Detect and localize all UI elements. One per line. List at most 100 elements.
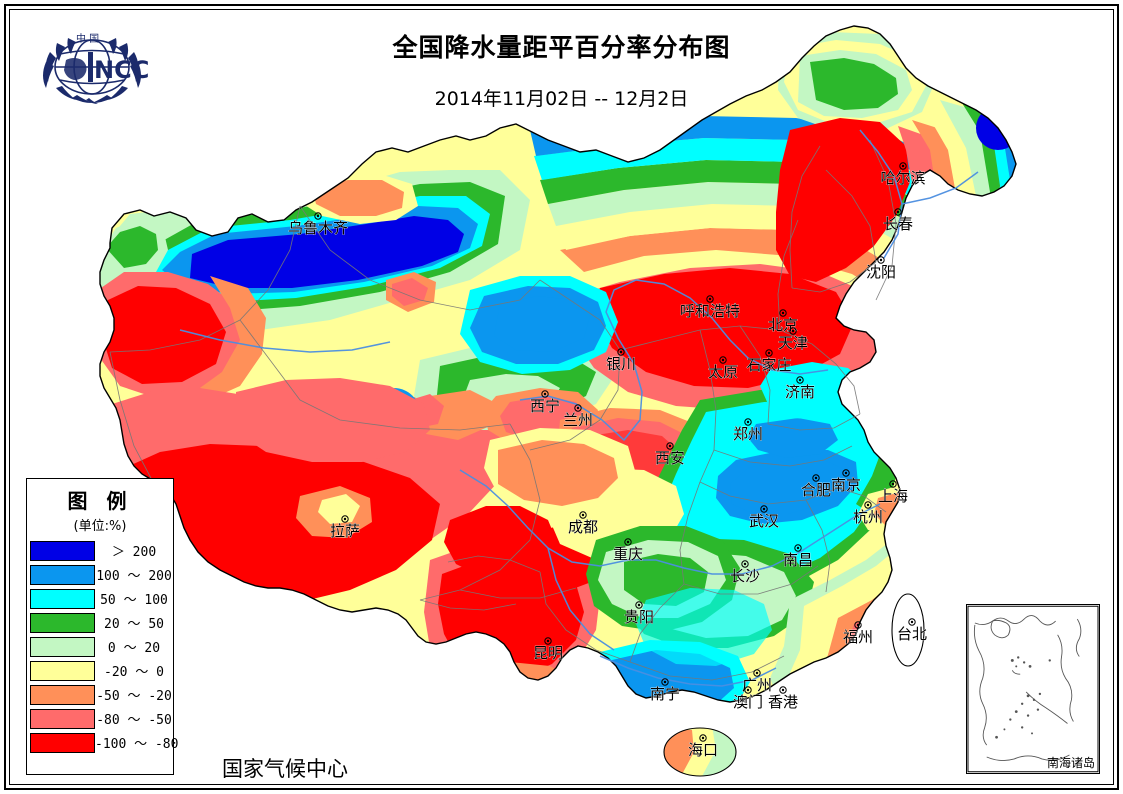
city-dot-center-icon <box>581 513 585 517</box>
city-dot-icon <box>894 208 902 216</box>
rivers <box>179 129 979 687</box>
city-marker: 海口 <box>688 734 718 759</box>
city-marker: 长沙 <box>730 560 760 585</box>
legend-row: ＞ 200 <box>27 539 173 562</box>
globe-axis <box>88 52 93 82</box>
city-marker: 成都 <box>568 511 598 536</box>
city-label: 呼和浩特 <box>680 302 740 320</box>
city-dot-center-icon <box>619 350 623 354</box>
legend-title: 图 例 <box>67 489 133 513</box>
city-label: 海口 <box>688 741 718 759</box>
city-marker: 广州 <box>742 669 772 694</box>
city-label: 重庆 <box>613 545 643 563</box>
city-dot-icon <box>899 162 907 170</box>
legend-label: 0 ～ 20 <box>107 641 161 656</box>
legend-swatch <box>30 732 95 753</box>
city-marker: 昆明 <box>533 637 563 662</box>
city-label: 哈尔滨 <box>880 169 925 187</box>
city-dot-center-icon <box>576 406 580 410</box>
city-dot-icon <box>341 515 349 523</box>
city-marker: 贵阳 <box>624 601 654 626</box>
legend-label: 100 ～ 200 <box>96 569 172 584</box>
city-dot-icon <box>744 418 752 426</box>
city-dot-center-icon <box>781 311 785 315</box>
legend-row: 20 ～ 50 <box>27 611 173 634</box>
globe-landmass <box>64 58 87 80</box>
page-subtitle: 2014年11月02日 -- 12月2日 <box>434 88 689 110</box>
city-dot-icon <box>753 669 761 677</box>
legend-rows: ＞ 200 100 ～ 200 50 ～ 100 20 ～ 50 0 ～ 20 -20 ～… <box>27 539 178 754</box>
hainan-island <box>663 727 737 777</box>
city-dot-icon <box>864 501 872 509</box>
city-label: 台北 <box>897 625 927 643</box>
city-dot-center-icon <box>866 503 870 507</box>
city-label: 广州 <box>742 676 772 694</box>
city-marker: 哈尔滨 <box>880 162 926 187</box>
city-marker: 重庆 <box>613 538 643 563</box>
city-dot-center-icon <box>755 671 759 675</box>
page-title: 全国降水量距平百分率分布图 <box>392 33 731 62</box>
legend-label: -50 ～ -20 <box>96 689 172 704</box>
legend-swatch <box>30 588 95 609</box>
city-marker: 银川 <box>606 348 636 373</box>
china-national-border <box>99 25 1017 703</box>
city-dot-center-icon <box>746 688 750 692</box>
city-dot-icon <box>812 474 820 482</box>
city-dot-center-icon <box>546 639 550 643</box>
city-dot-center-icon <box>316 214 320 218</box>
city-marker: 福州 <box>843 621 873 646</box>
city-dot-icon <box>794 544 802 552</box>
city-label: 福州 <box>843 628 873 646</box>
city-marker: 武汉 <box>749 505 779 530</box>
city-label: 太原 <box>708 363 738 381</box>
city-dot-icon <box>779 309 787 317</box>
city-marker: 西宁 <box>530 390 560 415</box>
city-dot-icon <box>541 390 549 398</box>
city-dot-icon <box>741 560 749 568</box>
city-dot-center-icon <box>668 444 672 448</box>
city-label: 济南 <box>785 383 815 401</box>
legend-row: 100 ～ 200 <box>27 563 173 586</box>
legend-label: 20 ～ 50 <box>104 617 164 632</box>
legend-label: -80 ～ -50 <box>96 713 172 728</box>
city-dot-icon <box>779 686 787 694</box>
city-dot-icon <box>842 469 850 477</box>
legend-label: 50 ～ 100 <box>100 593 168 608</box>
city-dot-icon <box>744 686 752 694</box>
city-dot-icon <box>760 505 768 513</box>
city-dot-icon <box>624 538 632 546</box>
city-label: 兰州 <box>563 411 593 429</box>
legend-row: -80 ～ -50 <box>27 707 173 730</box>
legend-row: 50 ～ 100 <box>27 587 173 610</box>
city-label: 成都 <box>568 518 598 536</box>
city-label: 合肥 <box>801 481 831 499</box>
city-label: 上海 <box>878 487 908 505</box>
city-label: 香港 <box>768 693 798 711</box>
wreath-icon <box>43 38 141 104</box>
legend-swatch <box>30 540 95 561</box>
legend-row: 0 ～ 20 <box>27 635 173 658</box>
city-marker: 天津 <box>778 327 808 352</box>
inset-label: 南海诸岛 <box>1046 756 1095 770</box>
city-label: 长春 <box>883 215 913 233</box>
city-dot-icon <box>908 618 916 626</box>
city-dot-center-icon <box>844 471 848 475</box>
city-label: 西宁 <box>530 397 560 415</box>
city-marker: 太原 <box>708 356 738 381</box>
legend-row: -20 ～ 0 <box>27 659 173 682</box>
city-dot-center-icon <box>708 297 712 301</box>
city-marker: 杭州 <box>853 501 883 526</box>
city-dot-center-icon <box>814 476 818 480</box>
city-marker: 石家庄 <box>746 349 792 374</box>
city-dot-icon <box>765 349 773 357</box>
city-label: 长沙 <box>730 567 760 585</box>
city-label: 昆明 <box>533 644 563 662</box>
city-dot-icon <box>877 256 885 264</box>
city-marker: 西安 <box>655 442 685 467</box>
legend-swatch <box>30 612 95 633</box>
city-dot-center-icon <box>637 603 641 607</box>
city-marker: 呼和浩特 <box>680 295 740 320</box>
city-label: 石家庄 <box>746 356 791 374</box>
city-marker: 南昌 <box>783 544 813 569</box>
